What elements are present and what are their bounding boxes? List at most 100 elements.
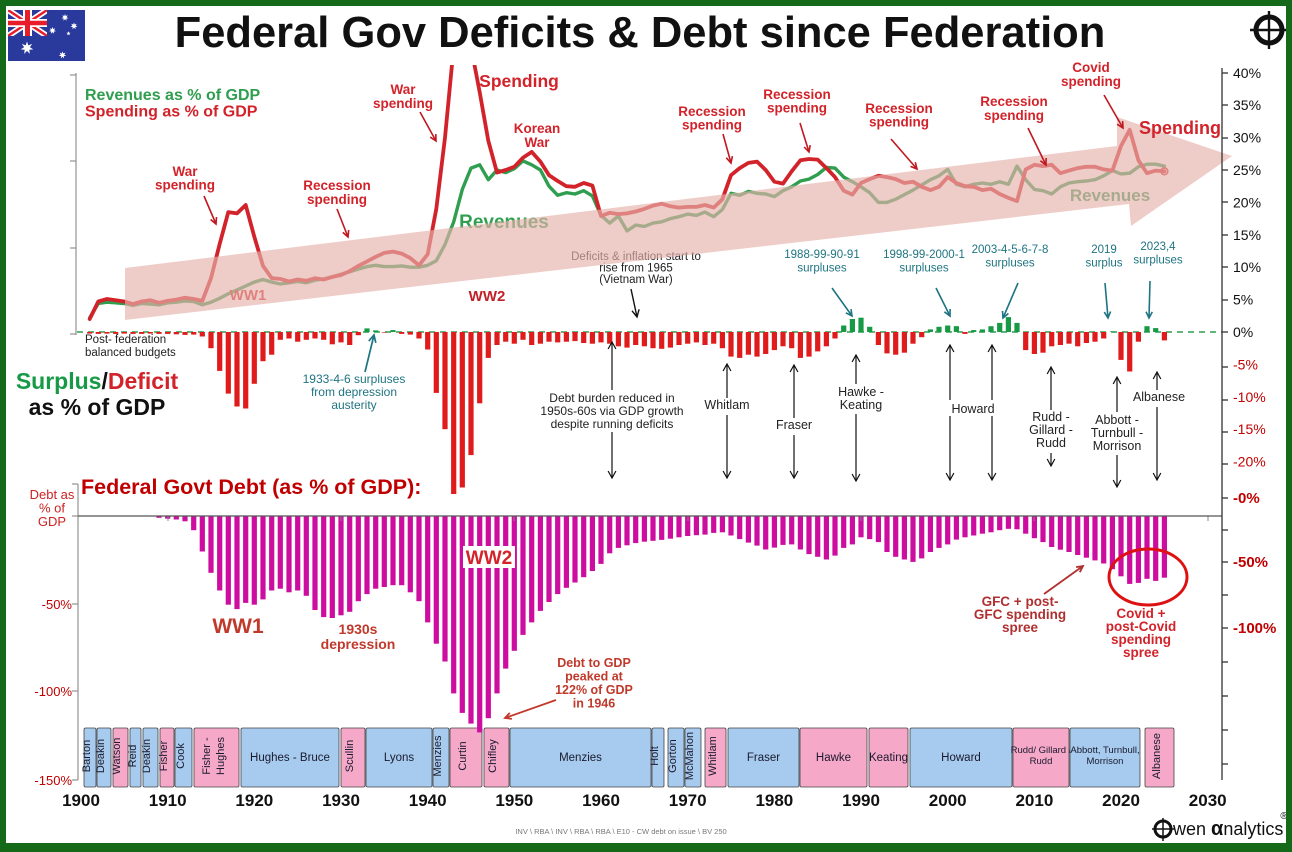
svg-text:surpluses: surpluses: [899, 263, 948, 275]
svg-text:Debt burden reduced in: Debt burden reduced in: [549, 391, 674, 405]
svg-text:Rudd/ Gillard /: Rudd/ Gillard /: [1011, 745, 1072, 756]
svg-text:Fraser: Fraser: [747, 752, 780, 764]
svg-text:surpluses: surpluses: [1133, 255, 1182, 267]
svg-text:GDP: GDP: [38, 514, 66, 529]
svg-text:15%: 15%: [1233, 227, 1261, 243]
svg-text:2010: 2010: [1015, 791, 1053, 810]
svg-text:1920: 1920: [235, 791, 273, 810]
svg-text:Federal Gov Deficits & Debt si: Federal Gov Deficits & Debt since Federa…: [175, 9, 1106, 57]
svg-text:-50%: -50%: [1233, 554, 1268, 571]
svg-text:Turnbull -: Turnbull -: [1091, 426, 1143, 440]
svg-text:spending: spending: [984, 108, 1044, 123]
svg-text:spree: spree: [1002, 620, 1039, 635]
svg-text:WW2: WW2: [466, 548, 512, 569]
svg-text:spending: spending: [373, 96, 433, 111]
svg-text:rise from 1965: rise from 1965: [599, 263, 673, 275]
svg-text:Federal Govt Debt (as % of GDP: Federal Govt Debt (as % of GDP):: [81, 475, 421, 499]
svg-text:Recession: Recession: [763, 87, 831, 102]
svg-text:-0%: -0%: [1233, 490, 1260, 507]
svg-text:®: ®: [1280, 811, 1288, 822]
svg-text:Covid: Covid: [1072, 60, 1110, 75]
svg-text:Rudd: Rudd: [1030, 756, 1053, 767]
svg-text:Scullin: Scullin: [344, 740, 356, 772]
svg-text:Albanese: Albanese: [1151, 733, 1163, 779]
svg-text:1970: 1970: [669, 791, 707, 810]
svg-text:25%: 25%: [1233, 162, 1261, 178]
svg-text:-20%: -20%: [1233, 454, 1266, 470]
svg-text:WW1: WW1: [212, 615, 264, 638]
svg-text:2020: 2020: [1102, 791, 1140, 810]
svg-text:Revenues as % of GDP: Revenues as % of GDP: [85, 87, 261, 104]
svg-text:Deakin: Deakin: [141, 739, 153, 773]
svg-text:-50%: -50%: [42, 597, 73, 612]
svg-text:Debt to GDP: Debt to GDP: [557, 656, 631, 670]
svg-text:122% of GDP: 122% of GDP: [555, 683, 633, 697]
svg-text:35%: 35%: [1233, 97, 1261, 113]
svg-text:Recession: Recession: [303, 178, 371, 193]
svg-text:0%: 0%: [1233, 324, 1253, 340]
svg-text:10%: 10%: [1233, 259, 1261, 275]
svg-text:surpluses: surpluses: [985, 258, 1034, 270]
svg-text:1930: 1930: [322, 791, 360, 810]
svg-text:Post- federation: Post- federation: [85, 334, 166, 346]
svg-text:-5%: -5%: [1233, 356, 1258, 372]
svg-text:GFC + post-: GFC + post-: [982, 594, 1059, 609]
svg-text:Morrison: Morrison: [1093, 439, 1142, 453]
svg-text:1960: 1960: [582, 791, 620, 810]
svg-text:Abbott -: Abbott -: [1095, 413, 1139, 427]
svg-text:balanced budgets: balanced budgets: [85, 347, 176, 359]
svg-text:Spending as % of GDP: Spending as % of GDP: [85, 104, 258, 121]
svg-text:Spending: Spending: [479, 71, 559, 91]
svg-text:spending: spending: [155, 178, 215, 193]
svg-text:Abbott, Turnbull,: Abbott, Turnbull,: [1070, 745, 1139, 756]
svg-text:austerity: austerity: [331, 398, 376, 412]
svg-text:Menzies: Menzies: [559, 752, 602, 764]
svg-text:post-Covid: post-Covid: [1106, 619, 1177, 634]
svg-text:1998-99-2000-1: 1998-99-2000-1: [883, 249, 965, 261]
svg-text:as % of GDP: as % of GDP: [29, 394, 166, 420]
svg-text:McMahon: McMahon: [684, 732, 696, 780]
svg-text:Deakin: Deakin: [95, 739, 107, 773]
svg-text:Reid: Reid: [127, 745, 139, 768]
svg-text:spree: spree: [1123, 645, 1160, 660]
svg-text:surplus: surplus: [1085, 258, 1122, 270]
svg-text:Keating: Keating: [869, 752, 908, 764]
svg-text:War: War: [390, 82, 416, 97]
svg-text:Curtin: Curtin: [457, 741, 469, 770]
svg-text:Menzies: Menzies: [432, 735, 444, 776]
svg-text:Fisher -: Fisher -: [201, 737, 213, 775]
svg-text:40%: 40%: [1233, 65, 1261, 81]
svg-text:INV \ RBA \ INV \ RBA \ RBA \: INV \ RBA \ INV \ RBA \ RBA \ E10 - CW d…: [515, 827, 726, 836]
svg-text:1930s: 1930s: [339, 621, 378, 637]
svg-text:1980: 1980: [755, 791, 793, 810]
svg-text:Fraser: Fraser: [776, 418, 812, 432]
svg-text:Spending: Spending: [1139, 118, 1221, 138]
svg-text:2003-4-5-6-7-8: 2003-4-5-6-7-8: [972, 244, 1049, 256]
svg-text:spending: spending: [1111, 632, 1171, 647]
svg-text:depression: depression: [321, 636, 396, 652]
svg-text:Howard: Howard: [951, 402, 994, 416]
svg-text:Rudd: Rudd: [1036, 436, 1066, 450]
svg-text:1950: 1950: [495, 791, 533, 810]
svg-text:1950s-60s via GDP growth: 1950s-60s via GDP growth: [540, 404, 683, 418]
svg-text:2019: 2019: [1091, 244, 1117, 256]
svg-text:spending: spending: [767, 101, 827, 116]
svg-text:Watson: Watson: [111, 738, 123, 775]
svg-text:War: War: [524, 135, 550, 150]
svg-text:-15%: -15%: [1233, 421, 1266, 437]
svg-text:spending: spending: [1061, 74, 1121, 89]
svg-text:in 1946: in 1946: [573, 697, 615, 711]
svg-text:Cook: Cook: [175, 743, 187, 769]
svg-text:Recession: Recession: [865, 101, 933, 116]
svg-text:spending: spending: [307, 192, 367, 207]
svg-text:Morrison: Morrison: [1087, 756, 1124, 767]
svg-text:1910: 1910: [149, 791, 187, 810]
svg-text:1900: 1900: [62, 791, 100, 810]
svg-text:Recession: Recession: [678, 104, 746, 119]
svg-text:WW2: WW2: [469, 288, 506, 305]
svg-text:-150%: -150%: [34, 773, 72, 788]
svg-text:% of: % of: [39, 501, 65, 516]
svg-text:1990: 1990: [842, 791, 880, 810]
svg-text:2030: 2030: [1189, 791, 1227, 810]
svg-text:wen αnalytics: wen αnalytics: [1172, 818, 1283, 840]
